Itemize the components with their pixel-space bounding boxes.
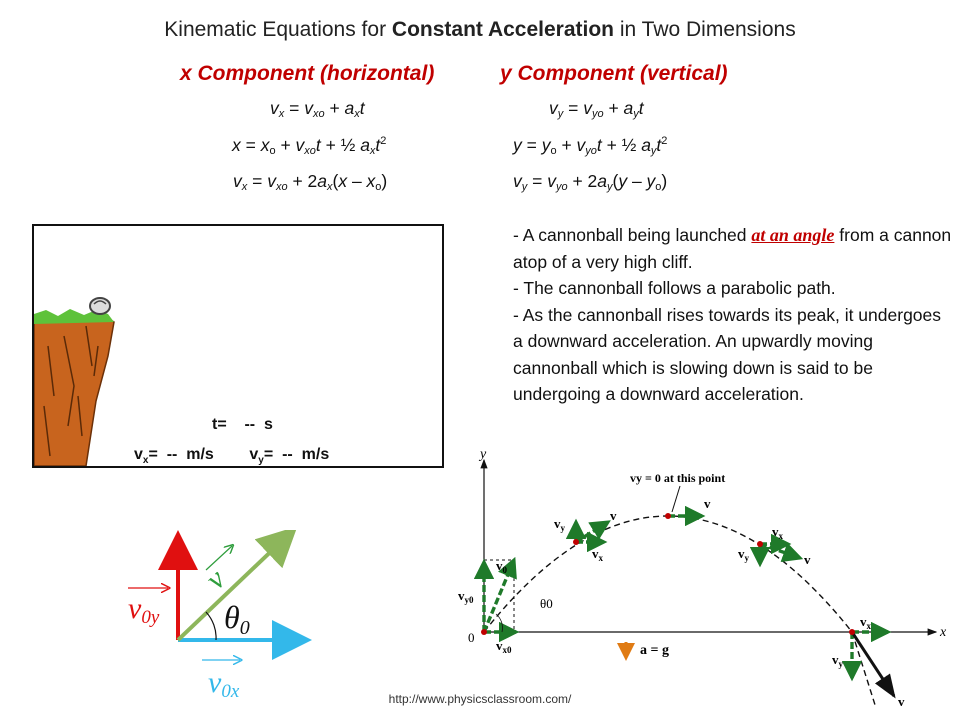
peak-note: vy = 0 at this point — [630, 471, 725, 485]
equation-y: y = yo + vyot + ½ ayt2 — [513, 135, 668, 157]
v0y-label: v0y — [128, 592, 160, 628]
cliff-illustration — [34, 297, 115, 466]
svg-text:v: v — [610, 508, 617, 523]
svg-text:vy: vy — [554, 516, 566, 533]
svg-text:v: v — [898, 694, 905, 709]
vy-label: vy= — [249, 446, 274, 467]
source-url[interactable]: http://www.physicsclassroom.com/ — [388, 692, 572, 706]
description-text: - A cannonball being launched at an angl… — [513, 222, 953, 408]
description-line-3: - As the cannonball rises towards its pe… — [513, 304, 942, 405]
trajectory-diagram: y x 0 vy = 0 at this point a = g θ0 vy0 … — [458, 447, 947, 709]
theta-label: θ0 — [224, 599, 250, 639]
origin-label: 0 — [468, 630, 475, 645]
equation-x: x = xo + vxot + ½ axt2 — [232, 135, 387, 157]
equation-vx-squared: vx = vxo + 2ax(x – xo) — [233, 171, 388, 193]
velocity-vector-diagram: v0y v0x v θ0 — [128, 530, 312, 702]
svg-text:v0: v0 — [496, 558, 508, 575]
title-prefix: Kinematic Equations for — [164, 18, 392, 41]
theta0-label: θ0 — [540, 596, 553, 611]
vx-label: vx= — [134, 446, 158, 467]
v-label: v — [199, 562, 232, 595]
v-arrow — [176, 530, 298, 642]
svg-text:vx: vx — [772, 524, 784, 541]
svg-text:vy0: vy0 — [458, 588, 474, 605]
equation-vy: vy = vyo + ayt — [549, 98, 644, 120]
svg-text:v: v — [804, 552, 811, 567]
angle-emphasis: at an angle — [751, 225, 835, 245]
x-axis-label: x — [939, 625, 947, 640]
equation-vy-squared: vy = vyo + 2ay(y – yo) — [513, 171, 668, 193]
velocity-readout: vx= -- m/s vy= -- m/s — [134, 446, 330, 467]
x-component-heading: x Component (horizontal) — [180, 62, 435, 85]
y-component-heading: y Component (vertical) — [500, 62, 728, 85]
page-title: Kinematic Equations for Constant Acceler… — [0, 18, 960, 42]
title-suffix: in Two Dimensions — [614, 18, 796, 41]
svg-text:vy: vy — [738, 546, 750, 563]
equation-vx: vx = vxo + axt — [270, 98, 365, 120]
y-axis-label: y — [478, 447, 487, 462]
time-readout: t= -- s — [212, 416, 273, 433]
svg-text:vx0: vx0 — [496, 638, 512, 655]
svg-text:vx: vx — [592, 546, 604, 563]
description-line-1: - A cannonball being launched at an angl… — [513, 225, 952, 272]
svg-text:v: v — [704, 496, 711, 511]
acceleration-label: a = g — [640, 643, 669, 658]
description-line-2: - The cannonball follows a parabolic pat… — [513, 278, 836, 298]
cannonball-icon — [89, 297, 111, 315]
title-emphasis: Constant Acceleration — [391, 18, 615, 41]
svg-text:vy: vy — [832, 652, 844, 669]
cannon-animation-panel: t= -- s vx= -- m/s vy= -- m/s — [32, 224, 444, 468]
projectile-path — [483, 515, 877, 709]
svg-text:vx: vx — [860, 614, 872, 631]
